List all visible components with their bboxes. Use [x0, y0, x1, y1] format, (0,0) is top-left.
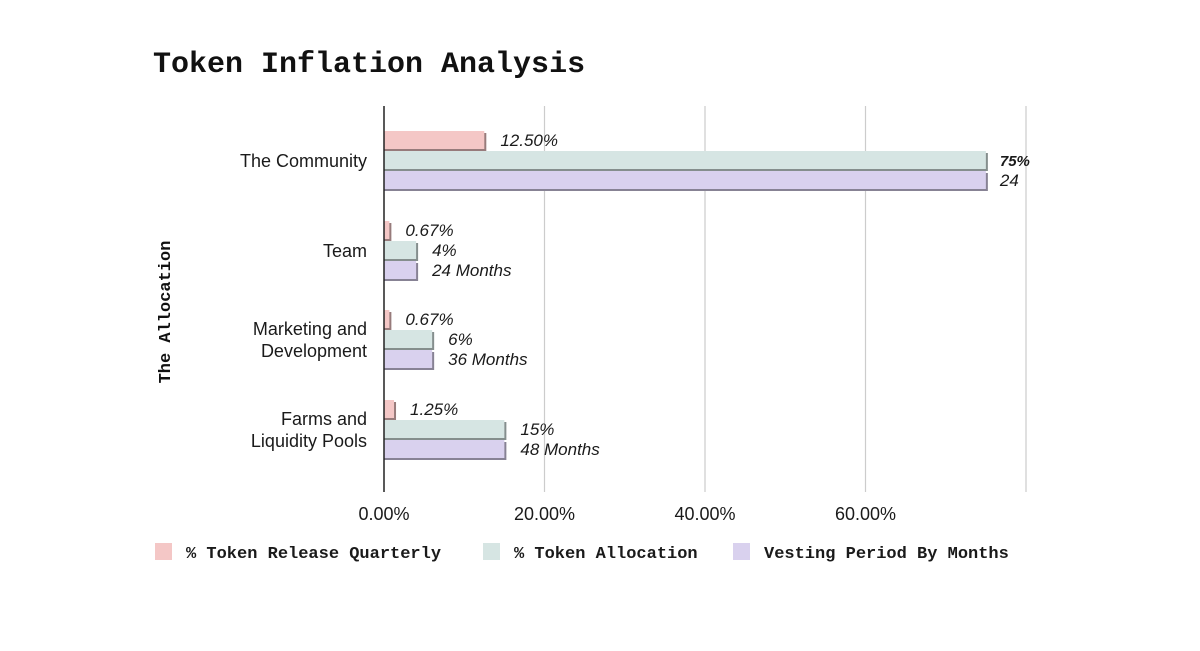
bar — [384, 171, 988, 191]
bar-face — [384, 261, 417, 279]
legend-label: Vesting Period By Months — [764, 545, 1009, 564]
bar-face — [384, 131, 485, 149]
legend-swatch — [733, 543, 750, 560]
y-axis-label: The Allocation — [157, 241, 176, 384]
data-label: 15% — [520, 420, 554, 439]
bar — [384, 440, 507, 460]
bar — [384, 330, 435, 350]
bar-face — [384, 350, 433, 368]
bar — [384, 151, 988, 171]
bar-face — [384, 420, 505, 438]
bar — [384, 221, 392, 241]
data-label: 48 Months — [520, 440, 600, 459]
x-tick-label: 20.00% — [514, 504, 575, 524]
category-label: Team — [323, 241, 367, 261]
bar — [384, 131, 487, 151]
chart-title: Token Inflation Analysis — [153, 48, 585, 82]
category-label: Development — [261, 341, 367, 361]
data-label: 6% — [448, 330, 473, 349]
bar-face — [384, 171, 986, 189]
category-label: Liquidity Pools — [251, 431, 367, 451]
category-label: Marketing and — [253, 319, 367, 339]
data-label: 24 Months — [431, 261, 512, 280]
bar — [384, 420, 507, 440]
bar-face — [384, 330, 433, 348]
data-label: 75% — [1000, 153, 1030, 170]
bar — [384, 350, 435, 370]
legend-label: % Token Release Quarterly — [186, 545, 441, 564]
bar — [384, 241, 419, 261]
bar-face — [384, 440, 505, 458]
legend-label: % Token Allocation — [514, 545, 698, 564]
data-label: 12.50% — [500, 131, 558, 150]
bar — [384, 310, 392, 330]
data-label: 0.67% — [405, 310, 453, 329]
x-tick-label: 0.00% — [358, 504, 409, 524]
data-label: 36 Months — [448, 350, 528, 369]
x-tick-label: 60.00% — [835, 504, 896, 524]
bar — [384, 400, 397, 420]
category-label: The Community — [240, 151, 367, 171]
data-label: 24 — [999, 171, 1019, 190]
bar-face — [384, 221, 390, 239]
data-label: 1.25% — [410, 400, 458, 419]
bars-group — [384, 131, 988, 460]
bar-face — [384, 310, 390, 328]
legend-swatch — [155, 543, 172, 560]
category-labels: The Community Team Marketing andDevelopmen… — [240, 151, 367, 451]
bar-face — [384, 400, 395, 418]
data-label: 0.67% — [405, 221, 453, 240]
legend-swatch — [483, 543, 500, 560]
legend: % Token Release Quarterly % Token Allocat… — [155, 543, 1009, 564]
bar — [384, 261, 419, 281]
category-label: Farms and — [281, 409, 367, 429]
bar-face — [384, 241, 417, 259]
x-tick-label: 40.00% — [674, 504, 735, 524]
bar-face — [384, 151, 986, 169]
data-label: 4% — [432, 241, 457, 260]
x-axis-ticks: 0.00% 20.00% 40.00% 60.00% — [358, 504, 896, 524]
